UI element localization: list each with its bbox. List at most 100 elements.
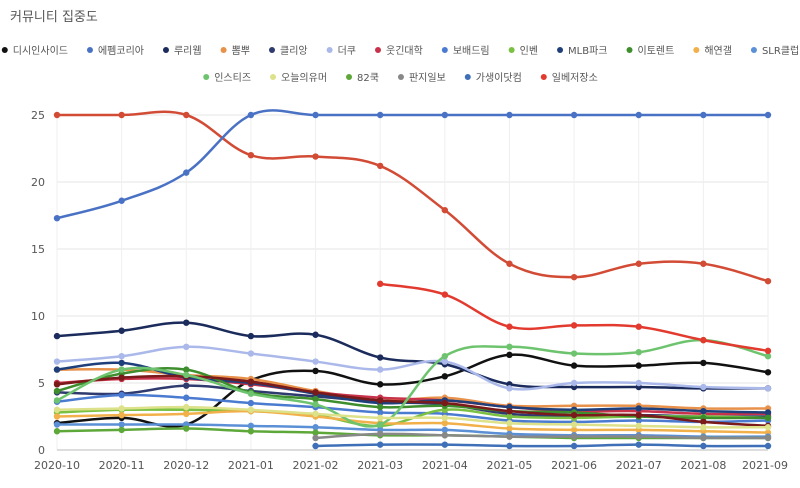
data-point[interactable] [441, 206, 449, 214]
data-point[interactable] [635, 441, 642, 448]
data-point[interactable] [700, 418, 707, 426]
data-point[interactable] [764, 369, 772, 376]
data-point[interactable] [700, 434, 707, 442]
legend-item[interactable]: 더쿠 [326, 45, 356, 57]
data-point[interactable] [441, 432, 449, 439]
data-point[interactable] [183, 382, 190, 389]
data-point[interactable] [635, 362, 642, 369]
legend-item[interactable]: 디시인사이드 [1, 45, 68, 57]
data-point[interactable] [183, 343, 190, 351]
data-point[interactable] [247, 332, 255, 340]
legend-item[interactable]: 웃긴대학 [375, 45, 423, 57]
legend-item[interactable]: 판지일보 [397, 72, 446, 84]
data-point[interactable] [700, 383, 707, 391]
data-point[interactable] [441, 111, 449, 119]
data-point[interactable] [635, 422, 642, 430]
data-point[interactable] [183, 319, 190, 326]
data-point[interactable] [441, 441, 449, 448]
legend-item[interactable]: MLB파크 [557, 45, 608, 57]
data-point[interactable] [118, 111, 125, 119]
legend-item[interactable]: 일베저장소 [540, 72, 598, 84]
data-point[interactable] [312, 424, 319, 431]
data-point[interactable] [118, 426, 125, 434]
data-point[interactable] [376, 162, 384, 170]
data-point[interactable] [764, 347, 772, 355]
data-point[interactable] [312, 389, 319, 396]
data-point[interactable] [570, 421, 578, 428]
data-point[interactable] [441, 373, 449, 380]
data-point[interactable] [635, 323, 642, 330]
data-point[interactable] [506, 420, 513, 427]
legend-item[interactable]: 해연갤 [693, 44, 732, 57]
data-point[interactable] [764, 442, 772, 450]
data-point[interactable] [183, 403, 190, 411]
data-point[interactable] [118, 374, 125, 381]
data-point[interactable] [118, 421, 125, 428]
data-point[interactable] [635, 405, 642, 412]
data-point[interactable] [700, 442, 707, 450]
data-point[interactable] [764, 385, 772, 392]
data-point[interactable] [53, 406, 61, 413]
data-point[interactable] [376, 409, 384, 416]
data-point[interactable] [247, 428, 255, 435]
data-point[interactable] [312, 358, 319, 365]
data-point[interactable] [570, 322, 578, 329]
data-point[interactable] [506, 385, 513, 392]
data-point[interactable] [441, 414, 449, 422]
data-point[interactable] [635, 433, 642, 440]
data-point[interactable] [570, 350, 578, 357]
data-point[interactable] [247, 350, 255, 357]
data-point[interactable] [764, 353, 772, 360]
data-point[interactable] [441, 358, 449, 365]
data-point[interactable] [312, 410, 319, 418]
data-point[interactable] [376, 403, 384, 411]
data-point[interactable] [506, 111, 513, 119]
data-point[interactable] [183, 425, 190, 432]
data-point[interactable] [570, 411, 578, 419]
data-point[interactable] [118, 353, 125, 360]
data-point[interactable] [53, 366, 61, 373]
data-point[interactable] [441, 426, 449, 434]
data-point[interactable] [570, 426, 578, 434]
data-point[interactable] [506, 413, 513, 420]
data-point[interactable] [118, 366, 125, 373]
legend-item[interactable]: 가생이닷컴 [464, 72, 522, 84]
data-point[interactable] [441, 291, 449, 298]
data-point[interactable] [764, 111, 772, 119]
data-point[interactable] [183, 371, 190, 379]
data-point[interactable] [700, 407, 707, 415]
data-point[interactable] [441, 353, 449, 360]
data-point[interactable] [312, 367, 319, 375]
data-point[interactable] [506, 343, 513, 351]
data-point[interactable] [376, 111, 384, 119]
data-point[interactable] [441, 420, 449, 427]
data-point[interactable] [118, 411, 125, 419]
data-point[interactable] [570, 362, 578, 369]
data-point[interactable] [53, 358, 61, 365]
legend-item[interactable]: 인벤 [508, 45, 538, 57]
data-point[interactable] [700, 336, 707, 344]
data-point[interactable] [570, 111, 578, 119]
data-point[interactable] [570, 273, 578, 281]
data-point[interactable] [247, 422, 255, 430]
data-point[interactable] [764, 409, 772, 416]
data-point[interactable] [506, 407, 513, 415]
data-point[interactable] [570, 442, 578, 450]
data-point[interactable] [376, 441, 384, 448]
data-point[interactable] [635, 111, 642, 119]
data-point[interactable] [118, 359, 125, 367]
legend-item[interactable]: 에펨코리아 [86, 45, 144, 57]
data-point[interactable] [312, 395, 319, 403]
data-point[interactable] [635, 348, 642, 356]
data-point[interactable] [53, 111, 61, 119]
data-point[interactable] [118, 405, 125, 412]
data-point[interactable] [53, 413, 61, 420]
data-point[interactable] [312, 434, 319, 442]
data-point[interactable] [312, 429, 319, 436]
data-point[interactable] [635, 260, 642, 267]
data-point[interactable] [53, 214, 61, 222]
legend-item[interactable]: SLR클럽 [750, 45, 799, 57]
data-point[interactable] [764, 434, 772, 442]
data-point[interactable] [247, 111, 255, 119]
legend-item[interactable]: 뽐뿌 [220, 45, 250, 57]
